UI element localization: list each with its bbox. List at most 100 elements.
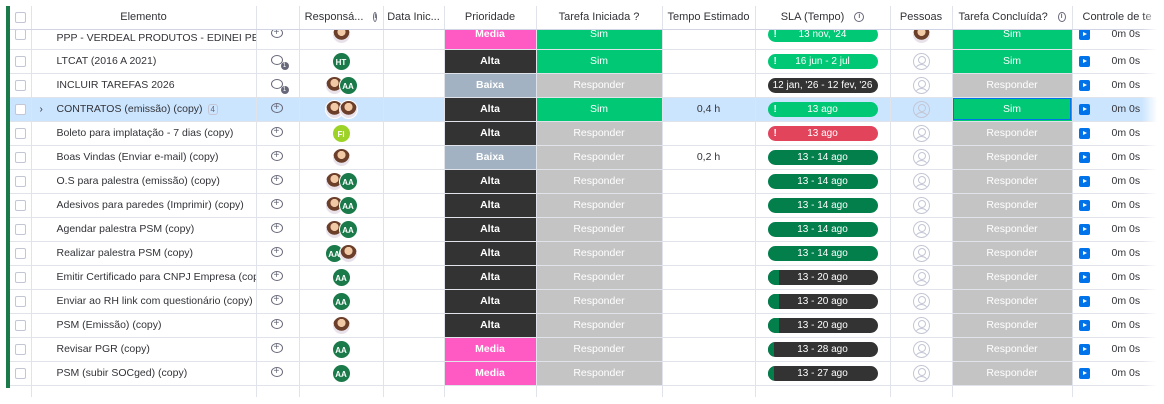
add-update-icon[interactable]: +	[270, 342, 285, 355]
row-checkbox[interactable]	[14, 295, 26, 307]
item-name[interactable]: INCLUIR TAREFAS 2026	[56, 79, 175, 91]
item-name[interactable]: O.S para palestra (emissão) (copy)	[56, 175, 220, 187]
row-checkbox[interactable]	[14, 343, 26, 355]
row-checkbox[interactable]	[14, 199, 26, 211]
item-name[interactable]: LTCAT (2016 A 2021)	[56, 55, 157, 67]
table-row[interactable]: › CONTRATOS (emissão) (copy) 4 + Alta Sim …	[10, 97, 1164, 122]
play-icon[interactable]	[1078, 151, 1090, 163]
item-name[interactable]: Enviar ao RH link com questionário (copy…	[56, 295, 253, 307]
add-update-icon[interactable]: +	[270, 318, 285, 331]
person-icon[interactable]	[912, 148, 930, 166]
col-data-inicio[interactable]: Data Inic...	[383, 6, 445, 30]
add-update-icon[interactable]: +	[270, 366, 285, 379]
person-icon[interactable]	[912, 52, 930, 70]
add-update-icon[interactable]: +	[270, 198, 285, 211]
table-row[interactable]: Boleto para implatação - 7 dias (copy) +…	[10, 121, 1164, 146]
add-update-icon[interactable]: +	[270, 150, 285, 163]
item-name[interactable]: Revisar PGR (copy)	[56, 343, 150, 355]
sla-timeline[interactable]: 13 - 14 ago	[767, 197, 878, 213]
sla-timeline[interactable]: 12 jan, '26 - 12 fev, '26	[767, 77, 878, 93]
row-checkbox[interactable]	[14, 175, 26, 187]
add-update-icon[interactable]: +	[270, 102, 285, 115]
sla-timeline[interactable]: 13 - 20 ago	[767, 293, 878, 309]
play-icon[interactable]	[1078, 367, 1090, 379]
person-icon[interactable]	[912, 244, 930, 262]
sla-timeline[interactable]: 13 - 20 ago	[767, 317, 878, 333]
col-prioridade[interactable]: Prioridade	[444, 6, 537, 30]
add-update-icon[interactable]: +	[270, 270, 285, 283]
play-icon[interactable]	[1078, 247, 1090, 259]
add-update-icon[interactable]: +	[270, 222, 285, 235]
add-update-icon[interactable]: +	[270, 246, 285, 259]
sla-timeline[interactable]: ! 16 jun - 2 jul	[767, 53, 878, 69]
person-icon[interactable]	[912, 196, 930, 214]
updates-icon[interactable]: 1	[270, 55, 289, 70]
item-name[interactable]: PSM (Emissão) (copy)	[56, 319, 162, 331]
row-checkbox[interactable]	[14, 55, 26, 67]
item-name[interactable]: Boleto para implatação - 7 dias (copy)	[56, 127, 234, 139]
person-icon[interactable]	[912, 100, 930, 118]
item-name[interactable]: Realizar palestra PSM (copy)	[56, 247, 194, 259]
info-icon[interactable]: i	[854, 12, 865, 23]
play-icon[interactable]	[1078, 319, 1090, 331]
table-row[interactable]: O.S para palestra (emissão) (copy) + AA …	[10, 169, 1164, 194]
info-icon[interactable]: i	[373, 12, 378, 23]
person-icon[interactable]	[912, 76, 930, 94]
item-name[interactable]: Agendar palestra PSM (copy)	[56, 223, 195, 235]
add-update-icon[interactable]: +	[270, 294, 285, 307]
table-row[interactable]	[10, 385, 1164, 397]
play-icon[interactable]	[1078, 127, 1090, 139]
select-all-checkbox[interactable]	[14, 11, 26, 23]
person-icon[interactable]	[912, 220, 930, 238]
table-row[interactable]: Agendar palestra PSM (copy) + AA Alta Re…	[10, 217, 1164, 242]
col-tempo-estimado[interactable]: Tempo Estimado	[662, 6, 756, 30]
row-checkbox[interactable]	[14, 127, 26, 139]
add-update-icon[interactable]: +	[270, 29, 285, 40]
info-icon[interactable]: i	[1057, 12, 1066, 23]
select-all-cell[interactable]	[10, 6, 32, 30]
person-icon[interactable]	[912, 316, 930, 334]
sla-timeline[interactable]: 13 - 14 ago	[767, 221, 878, 237]
col-responsavel[interactable]: Responsá... i	[299, 6, 384, 30]
play-icon[interactable]	[1078, 343, 1090, 355]
row-checkbox[interactable]	[14, 29, 26, 40]
table-row[interactable]: Realizar palestra PSM (copy) + AA Alta R…	[10, 241, 1164, 266]
item-name[interactable]: Adesivos para paredes (Imprimir) (copy)	[56, 199, 244, 211]
row-checkbox[interactable]	[14, 319, 26, 331]
sla-timeline[interactable]: 13 - 27 ago	[767, 365, 878, 381]
sla-timeline[interactable]: 13 - 14 ago	[767, 173, 878, 189]
person-icon[interactable]	[912, 340, 930, 358]
sla-timeline[interactable]: ! 13 nov, '24	[767, 29, 878, 42]
sla-timeline[interactable]: 13 - 20 ago	[767, 269, 878, 285]
table-row[interactable]: INCLUIR TAREFAS 2026 1 AA Baixa Responde…	[10, 73, 1164, 98]
sla-timeline[interactable]: ! 13 ago	[767, 125, 878, 141]
person-icon[interactable]	[912, 364, 930, 382]
sla-timeline[interactable]: 13 - 14 ago	[767, 149, 878, 165]
col-tarefa-iniciada[interactable]: Tarefa Iniciada ?	[536, 6, 663, 30]
play-icon[interactable]	[1078, 295, 1090, 307]
sla-timeline[interactable]: 13 - 28 ago	[767, 341, 878, 357]
play-icon[interactable]	[1078, 223, 1090, 235]
item-name[interactable]: CONTRATOS (emissão) (copy)	[56, 103, 203, 115]
person-icon[interactable]	[912, 292, 930, 310]
item-name[interactable]: Emitir Certificado para CNPJ Empresa (co…	[56, 271, 256, 283]
person-icon[interactable]	[912, 172, 930, 190]
expand-chevron-icon[interactable]: ›	[39, 103, 43, 115]
table-row[interactable]: PPP - VERDEAL PRODUTOS - EDINEI PEREI...…	[10, 29, 1164, 50]
play-icon[interactable]	[1078, 29, 1090, 40]
person-icon[interactable]	[912, 268, 930, 286]
play-icon[interactable]	[1078, 175, 1090, 187]
col-pessoas[interactable]: Pessoas	[890, 6, 953, 30]
table-row[interactable]: PSM (subir SOCged) (copy) + AA Media Res…	[10, 361, 1164, 386]
play-icon[interactable]	[1078, 79, 1090, 91]
updates-icon[interactable]: 1	[270, 79, 289, 94]
row-checkbox[interactable]	[14, 223, 26, 235]
table-row[interactable]: Adesivos para paredes (Imprimir) (copy) …	[10, 193, 1164, 218]
row-checkbox[interactable]	[14, 271, 26, 283]
col-controle[interactable]: Controle de te	[1072, 6, 1164, 30]
item-name[interactable]: Boas Vindas (Enviar e-mail) (copy)	[56, 151, 219, 163]
table-row[interactable]: LTCAT (2016 A 2021) 1 HT Alta Sim ! 16 ju…	[10, 49, 1164, 74]
col-sla[interactable]: SLA (Tempo) i	[755, 6, 891, 30]
play-icon[interactable]	[1078, 103, 1090, 115]
item-name[interactable]: PPP - VERDEAL PRODUTOS - EDINEI PEREI...	[56, 31, 256, 44]
